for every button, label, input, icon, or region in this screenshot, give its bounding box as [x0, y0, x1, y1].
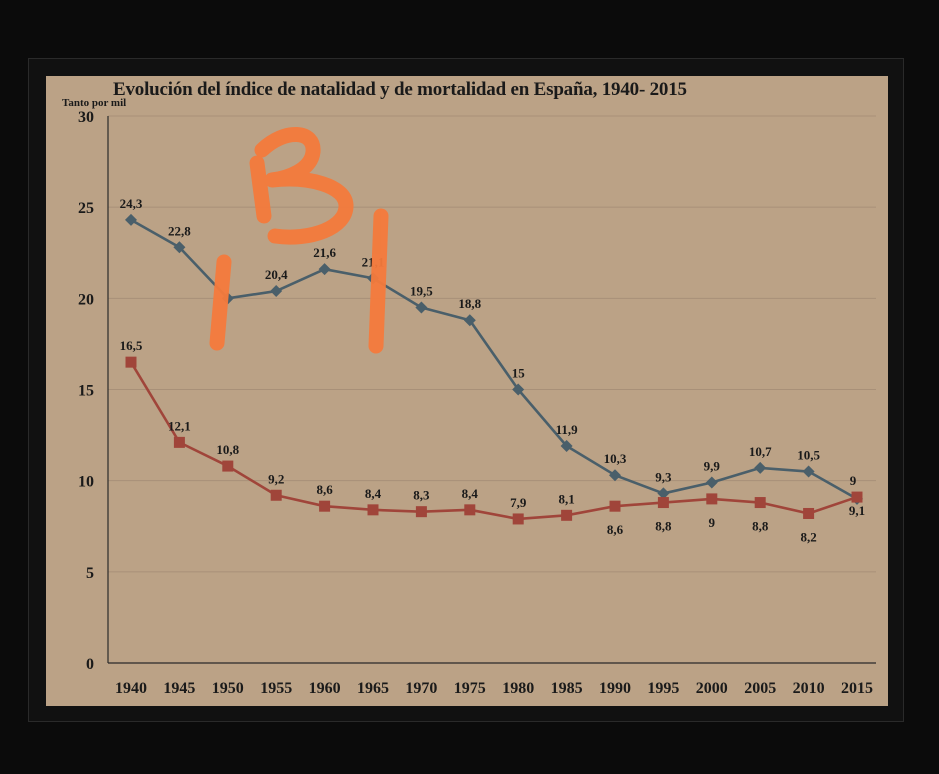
x-tick-label: 1975 [454, 680, 486, 697]
x-tick-label: 1950 [212, 680, 244, 697]
data-label: 8,8 [752, 519, 769, 534]
data-label: 8,2 [800, 529, 816, 544]
series-line-death-rate [129, 361, 858, 521]
annotation-stroke-one-left [209, 254, 232, 351]
y-tick-label: 5 [86, 565, 94, 582]
data-label: 8,6 [316, 482, 333, 497]
data-label: 10,3 [604, 451, 627, 466]
x-tick-label: 2015 [841, 680, 873, 697]
data-label: 10,7 [749, 444, 772, 459]
x-tick-label: 1940 [115, 680, 147, 697]
data-point-diamond [173, 241, 186, 254]
data-label: 9,1 [849, 503, 865, 518]
data-label: 22,8 [168, 223, 191, 238]
chart-title: Evolución del índice de natalidad y de m… [113, 79, 687, 100]
data-label: 10,8 [216, 442, 239, 457]
y-tick-label: 10 [78, 474, 94, 491]
data-point-diamond [270, 285, 283, 298]
data-point-diamond [754, 461, 767, 474]
data-label: 9 [709, 515, 716, 530]
data-label: 8,4 [462, 486, 479, 501]
x-tick-label: 1960 [309, 680, 341, 697]
x-tick-label: 1980 [502, 680, 534, 697]
data-point-square [512, 513, 524, 525]
data-label: 8,8 [655, 519, 672, 534]
chart-panel [46, 76, 888, 706]
data-label: 12,1 [168, 418, 191, 433]
data-label: 8,1 [558, 491, 574, 506]
data-label: 7,9 [510, 495, 527, 510]
data-label: 11,9 [556, 422, 579, 437]
data-point-square [270, 489, 282, 501]
data-point-diamond [125, 213, 137, 226]
annotation-stroke-b-loops [254, 127, 354, 245]
data-point-diamond [463, 314, 476, 327]
data-point-diamond [512, 383, 525, 396]
data-point-diamond [318, 263, 331, 276]
data-point-square [706, 493, 718, 505]
data-point-square [125, 356, 137, 368]
y-tick-label: 15 [78, 383, 94, 400]
data-label: 8,4 [365, 486, 382, 501]
data-point-square [851, 491, 863, 503]
data-point-square [415, 506, 427, 518]
data-point-square [657, 497, 669, 509]
data-label: 18,8 [458, 296, 481, 311]
x-tick-label: 1990 [599, 680, 631, 697]
x-tick-label: 1945 [163, 680, 195, 697]
data-label: 16,5 [120, 338, 143, 353]
data-point-square [319, 500, 331, 512]
data-label: 8,3 [413, 488, 430, 503]
data-point-square [367, 504, 379, 516]
data-point-square [803, 507, 815, 519]
data-point-diamond [415, 301, 428, 314]
x-tick-label: 1995 [647, 680, 679, 697]
data-point-square [222, 460, 234, 472]
y-tick-label: 0 [86, 656, 94, 673]
data-point-square [754, 497, 766, 509]
handwritten-annotation [209, 127, 389, 354]
y-tick-label: 30 [78, 109, 94, 126]
y-tick-label: 20 [78, 291, 94, 308]
x-tick-label: 1970 [405, 680, 437, 697]
data-point-square [464, 504, 476, 516]
data-label: 10,5 [797, 448, 820, 463]
data-point-square [561, 509, 573, 521]
series-line-birth-rate [130, 218, 858, 501]
data-point-diamond [802, 465, 815, 478]
x-tick-label: 2000 [696, 680, 728, 697]
x-tick-label: 1965 [357, 680, 389, 697]
data-label: 9,2 [268, 471, 284, 486]
y-axis-unit-label: Tanto por mil [62, 97, 127, 109]
annotation-stroke-b-stem [249, 155, 272, 224]
data-label: 24,3 [120, 196, 143, 211]
data-point-diamond [609, 469, 621, 482]
x-tick-label: 2010 [793, 680, 825, 697]
data-label: 19,5 [410, 283, 433, 298]
annotation-stroke-one-right [368, 208, 389, 354]
data-label: 9 [850, 473, 857, 488]
data-point-diamond [657, 487, 670, 500]
data-label: 21,6 [313, 245, 336, 260]
data-point-square [609, 500, 621, 512]
data-point-diamond [560, 440, 573, 453]
y-tick-label: 25 [78, 200, 94, 217]
x-tick-label: 1985 [551, 680, 583, 697]
data-point-square [173, 436, 185, 448]
data-label: 9,3 [655, 469, 672, 484]
data-point-diamond [705, 476, 718, 489]
data-label: 15 [512, 366, 526, 381]
data-label: 20,4 [265, 267, 288, 282]
data-label: 9,9 [704, 458, 721, 473]
x-tick-label: 2005 [744, 680, 776, 697]
x-tick-label: 1955 [260, 680, 292, 697]
data-label: 8,6 [607, 522, 624, 537]
